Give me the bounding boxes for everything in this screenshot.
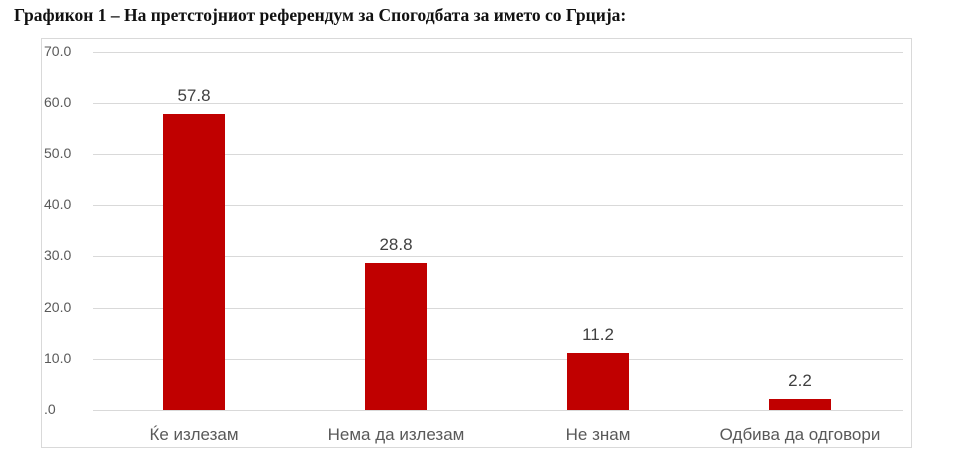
y-axis-tick-label: .0	[44, 401, 56, 417]
bar	[567, 353, 629, 410]
gridline	[93, 52, 903, 53]
data-label: 57.8	[177, 86, 211, 105]
y-axis-tick-label: 10.0	[44, 350, 72, 366]
y-axis-tick-label: 60.0	[44, 94, 72, 110]
y-axis-tick-label: 70.0	[44, 43, 72, 59]
x-axis-category-label: Ќе излезам	[149, 425, 239, 444]
y-axis-tick-label: 50.0	[44, 145, 72, 161]
gridline	[93, 410, 903, 411]
gridline	[93, 154, 903, 155]
bar	[163, 114, 225, 410]
bar	[365, 263, 427, 410]
data-label: 11.2	[582, 325, 614, 344]
chart-title: Графикон 1 – На претстојниот референдум …	[14, 5, 627, 25]
data-label: 28.8	[379, 235, 413, 254]
data-label: 2.2	[788, 371, 812, 390]
gridline	[93, 308, 903, 309]
gridline	[93, 103, 903, 104]
y-axis-tick-label: 20.0	[44, 299, 72, 315]
x-axis-category-label: Не знам	[565, 425, 631, 444]
x-axis-category-label: Нема да излезам	[327, 425, 465, 444]
bar	[769, 399, 831, 410]
gridline	[93, 256, 903, 257]
gridline	[93, 359, 903, 360]
y-axis-tick-label: 40.0	[44, 196, 72, 212]
y-axis-tick-label: 30.0	[44, 247, 72, 263]
x-axis-category-label: Одбива да одговори	[719, 425, 881, 444]
gridline	[93, 205, 903, 206]
